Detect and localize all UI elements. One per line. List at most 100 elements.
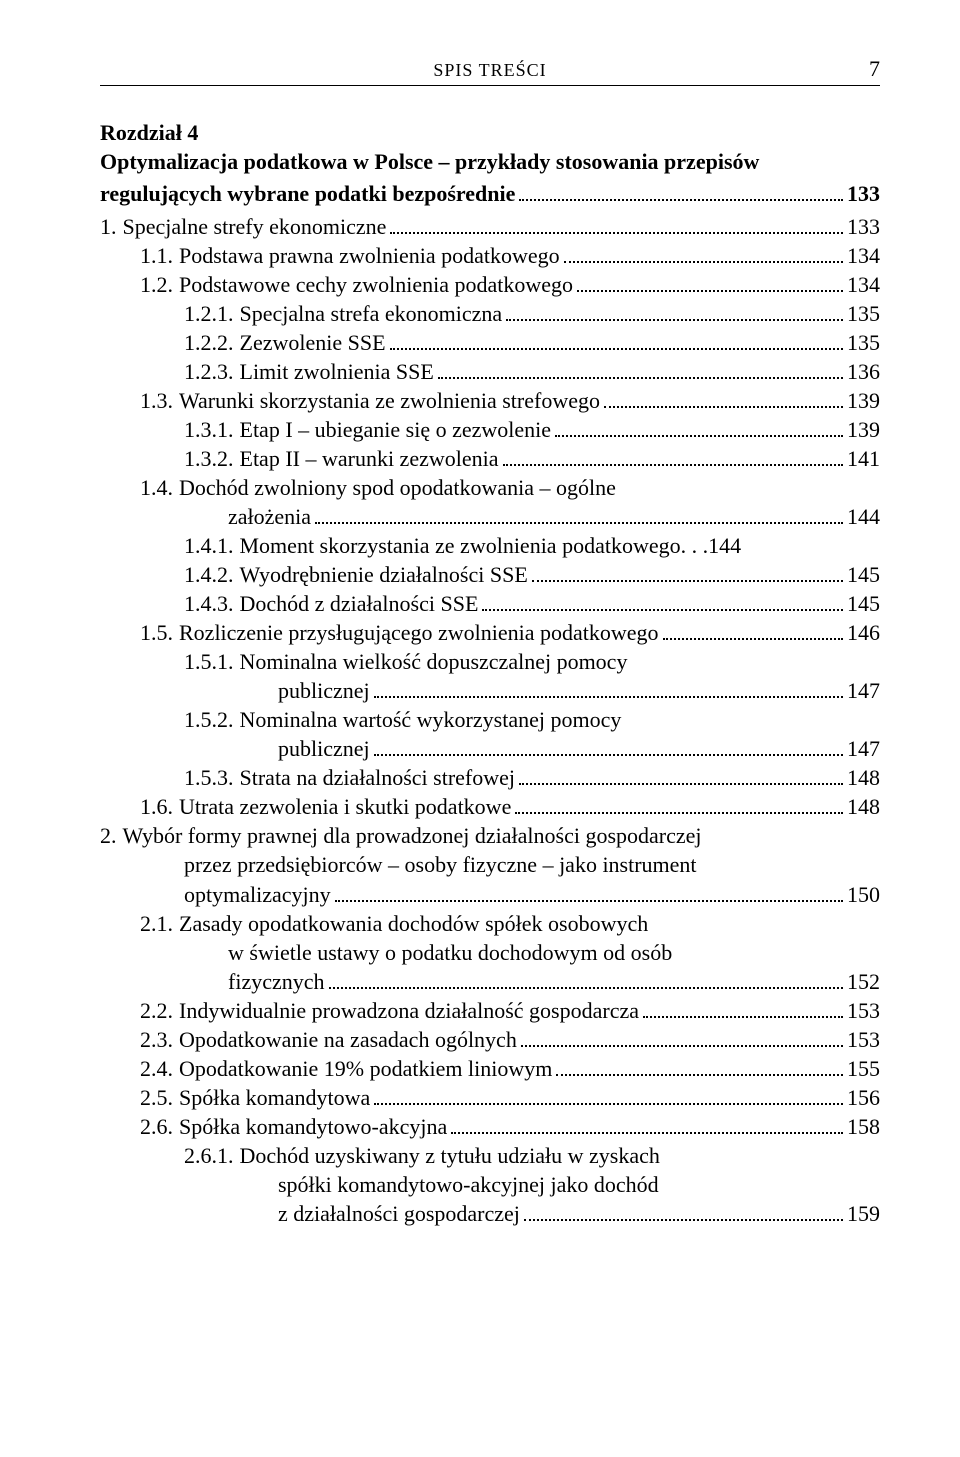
- toc-number: 1.6.: [140, 792, 179, 821]
- toc-page: 159: [847, 1199, 880, 1228]
- leader: [515, 793, 843, 815]
- toc-page: 145: [847, 560, 880, 589]
- toc-number: 2.4.: [140, 1054, 179, 1083]
- toc-row: 1.2.2.Zezwolenie SSE 135: [100, 328, 880, 357]
- toc-row: 1.3.2.Etap II – warunki zezwolenia141: [100, 444, 880, 473]
- running-head: SPIS TREŚCI 7: [100, 60, 880, 81]
- toc-page: 148: [847, 763, 880, 792]
- toc-row: 1.2.3.Limit zwolnienia SSE136: [100, 357, 880, 386]
- leader: [329, 967, 844, 989]
- toc-page: 153: [847, 996, 880, 1025]
- toc-text: Specjalna strefa ekonomiczna: [240, 299, 503, 328]
- toc-number: 2.: [100, 821, 123, 850]
- toc-text: Nominalna wielkość dopuszczalnej pomocy: [240, 647, 628, 676]
- toc-number: 1.2.2.: [184, 328, 240, 357]
- toc-text: Moment skorzystania ze zwolnienia podatk…: [240, 531, 681, 560]
- toc-row: 1.4.2.Wyodrębnienie działalności SSE145: [100, 560, 880, 589]
- toc-page: 135: [847, 299, 880, 328]
- leader: [577, 270, 843, 292]
- toc-text: Rozliczenie przysługującego zwolnienia p…: [179, 618, 659, 647]
- toc-row: 1.4.3.Dochód z działalności SSE145: [100, 589, 880, 618]
- chapter-title-text: regulujących wybrane podatki bezpośredni…: [100, 180, 515, 208]
- leader: [506, 299, 843, 321]
- toc-row: 1.2.1.Specjalna strefa ekonomiczna135: [100, 299, 880, 328]
- toc-page: 136: [847, 357, 880, 386]
- toc-row: 1.4.Dochód zwolniony spod opodatkowania …: [100, 473, 880, 502]
- leader: [604, 386, 843, 408]
- toc-number: 1.5.: [140, 618, 179, 647]
- toc-text: Wyodrębnienie działalności SSE: [240, 560, 528, 589]
- toc-page: 144: [708, 531, 741, 560]
- toc-number: 2.6.1.: [184, 1141, 240, 1170]
- leader: [663, 618, 843, 640]
- leader: [335, 880, 843, 902]
- toc-page: 139: [847, 386, 880, 415]
- leader: [374, 735, 843, 757]
- chapter-page: 133: [847, 180, 880, 208]
- toc-row: 2.3.Opodatkowanie na zasadach ogólnych15…: [100, 1025, 880, 1054]
- toc-text: Wybór formy prawnej dla prowadzonej dzia…: [123, 821, 702, 850]
- toc-row: 2.1.Zasady opodatkowania dochodów spółek…: [100, 909, 880, 938]
- chapter-label: Rozdział 4: [100, 120, 880, 146]
- toc-text: z działalności gospodarczej: [278, 1199, 520, 1228]
- toc-text: Zezwolenie SSE: [240, 328, 386, 357]
- toc-page: 135: [847, 328, 880, 357]
- toc-number: 2.5.: [140, 1083, 179, 1112]
- toc-text: Zasady opodatkowania dochodów spółek oso…: [179, 909, 648, 938]
- toc-row: z działalności gospodarczej 159: [100, 1199, 880, 1228]
- toc-text: Etap I – ubieganie się o zezwolenie: [240, 415, 552, 444]
- toc-row: 1.6.Utrata zezwolenia i skutki podatkowe…: [100, 792, 880, 821]
- toc-row: 1.5.2.Nominalna wartość wykorzystanej po…: [100, 705, 880, 734]
- toc-number: 1.5.2.: [184, 705, 240, 734]
- toc-row: optymalizacyjny150: [100, 880, 880, 909]
- toc-row: założenia144: [100, 502, 880, 531]
- toc-text: Spółka komandytowa: [179, 1083, 370, 1112]
- toc-page: 153: [847, 1025, 880, 1054]
- toc-number: 2.2.: [140, 996, 179, 1025]
- leader: [524, 1199, 843, 1221]
- toc-row: 2.4.Opodatkowanie 19% podatkiem liniowym…: [100, 1054, 880, 1083]
- toc-text: Specjalne strefy ekonomiczne: [123, 212, 387, 241]
- toc-number: 1.2.: [140, 270, 179, 299]
- toc-number: 1.3.2.: [184, 444, 240, 473]
- toc-text: Warunki skorzystania ze zwolnienia stref…: [179, 386, 600, 415]
- toc-page: 150: [847, 880, 880, 909]
- toc-page: 145: [847, 589, 880, 618]
- toc-number: 1.5.3.: [184, 763, 240, 792]
- toc-number: 1.4.: [140, 473, 179, 502]
- toc-number: 1.: [100, 212, 123, 241]
- chapter-title-line: Optymalizacja podatkowa w Polsce – przyk…: [100, 148, 880, 176]
- toc-page: 147: [847, 734, 880, 763]
- toc-page: 146: [847, 618, 880, 647]
- leader: [556, 1054, 843, 1076]
- leader: [643, 996, 843, 1018]
- toc-row: 1.2.Podstawowe cechy zwolnienia podatkow…: [100, 270, 880, 299]
- toc-text: Limit zwolnienia SSE: [240, 357, 434, 386]
- toc-page: 134: [847, 270, 880, 299]
- toc-text: Nominalna wartość wykorzystanej pomocy: [240, 705, 622, 734]
- toc-text: Indywidualnie prowadzona działalność gos…: [179, 996, 639, 1025]
- leader: [564, 241, 843, 263]
- leader: [521, 1025, 843, 1047]
- toc-row: 2.6.Spółka komandytowo-akcyjna158: [100, 1112, 880, 1141]
- toc-number: 1.1.: [140, 241, 179, 270]
- leader: [482, 589, 843, 611]
- chapter-title-text: Optymalizacja podatkowa w Polsce – przyk…: [100, 148, 759, 176]
- toc-text: fizycznych: [228, 967, 325, 996]
- page-number: 7: [869, 56, 880, 82]
- toc-number: 1.3.: [140, 386, 179, 415]
- toc-row: 1.1.Podstawa prawna zwolnienia podatkowe…: [100, 241, 880, 270]
- toc-row: 2.2.Indywidualnie prowadzona działalność…: [100, 996, 880, 1025]
- toc-row: 1.Specjalne strefy ekonomiczne133: [100, 212, 880, 241]
- toc-text: publicznej: [278, 734, 370, 763]
- toc-row: 1.3.1.Etap I – ubieganie się o zezwoleni…: [100, 415, 880, 444]
- leader: [519, 180, 843, 202]
- leader: [532, 560, 843, 582]
- chapter-title-block: Optymalizacja podatkowa w Polsce – przyk…: [100, 148, 880, 208]
- toc-row: publicznej147: [100, 676, 880, 705]
- leader: [503, 444, 844, 466]
- leader: [374, 677, 843, 699]
- toc-page: 141: [847, 444, 880, 473]
- toc-text: Spółka komandytowo-akcyjna: [179, 1112, 447, 1141]
- toc-number: 1.3.1.: [184, 415, 240, 444]
